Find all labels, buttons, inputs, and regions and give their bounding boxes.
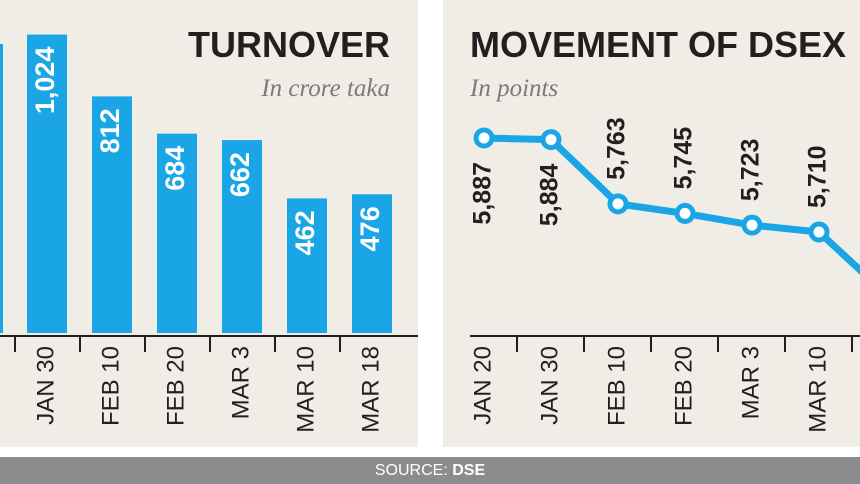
dsex-subtitle: In points — [469, 75, 558, 102]
tick-label-mar-10: MAR 10 — [292, 346, 319, 433]
turnover-title: TURNOVER — [188, 24, 390, 65]
bar-mar-3 — [222, 140, 262, 333]
point-feb-10 — [607, 193, 629, 215]
point-mar-10 — [808, 221, 830, 243]
point-label-mar-10: 5,710 — [804, 145, 832, 208]
tick-label-feb-10: FEB 10 — [603, 346, 630, 426]
tick-label-jan-30: JAN 30 — [536, 346, 563, 425]
tick-label-jan-30: JAN 30 — [32, 346, 59, 425]
bar-label-feb-20: 684 — [160, 146, 190, 191]
tick-label-mar-3: MAR 3 — [227, 346, 254, 419]
point-feb-20 — [674, 202, 696, 224]
tick-label-jan-20: JAN 20 — [469, 346, 496, 425]
source-name: DSE — [452, 462, 486, 479]
point-label-mar-3: 5,723 — [737, 139, 765, 202]
bar-label-mar-3: 662 — [225, 152, 255, 197]
point-jan-20 — [473, 127, 495, 149]
tick-label-feb-20: FEB 20 — [162, 346, 189, 426]
dsex-chart: MOVEMENT OF DSEX In points 5,887 JAN 20 5,… — [469, 24, 860, 433]
turnover-chart: TURNOVER In crore taka 1,024 JAN 30 812 FEB… — [0, 24, 418, 433]
dsex-panel: MOVEMENT OF DSEX In points 5,887 JAN 20 5,… — [443, 0, 860, 447]
bar-mar-10 — [287, 198, 327, 333]
bar-label-jan-30: 1,024 — [30, 47, 60, 115]
bar-previous-partial — [0, 44, 3, 333]
bar-feb-10 — [92, 96, 132, 333]
source-footer: SOURCE: DSE — [0, 457, 860, 484]
point-label-feb-10: 5,763 — [603, 117, 631, 180]
turnover-panel: TURNOVER In crore taka 1,024 JAN 30 812 FEB… — [0, 0, 418, 447]
point-mar-3 — [741, 214, 763, 236]
turnover-subtitle: In crore taka — [260, 75, 390, 102]
tick-label-mar-3: MAR 3 — [737, 346, 764, 419]
source-prefix: SOURCE: — [374, 462, 453, 479]
point-jan-30 — [540, 129, 562, 151]
tick-label-mar-10: MAR 10 — [804, 346, 831, 433]
point-label-jan-30: 5,884 — [536, 163, 564, 226]
bar-label-mar-18: 476 — [355, 206, 385, 251]
dsex-title: MOVEMENT OF DSEX — [470, 24, 846, 65]
bar-jan-30 — [27, 34, 67, 333]
bar-feb-20 — [157, 133, 197, 333]
tick-label-feb-20: FEB 20 — [670, 346, 697, 426]
point-label-feb-20: 5,745 — [670, 127, 698, 190]
bar-label-mar-10: 462 — [290, 210, 320, 255]
tick-label-mar-18: MAR 18 — [357, 346, 384, 433]
tick-label-feb-10: FEB 10 — [97, 346, 124, 426]
point-label-jan-20: 5,887 — [469, 162, 497, 225]
bar-label-feb-10: 812 — [95, 108, 125, 153]
bar-mar-18 — [352, 194, 392, 333]
